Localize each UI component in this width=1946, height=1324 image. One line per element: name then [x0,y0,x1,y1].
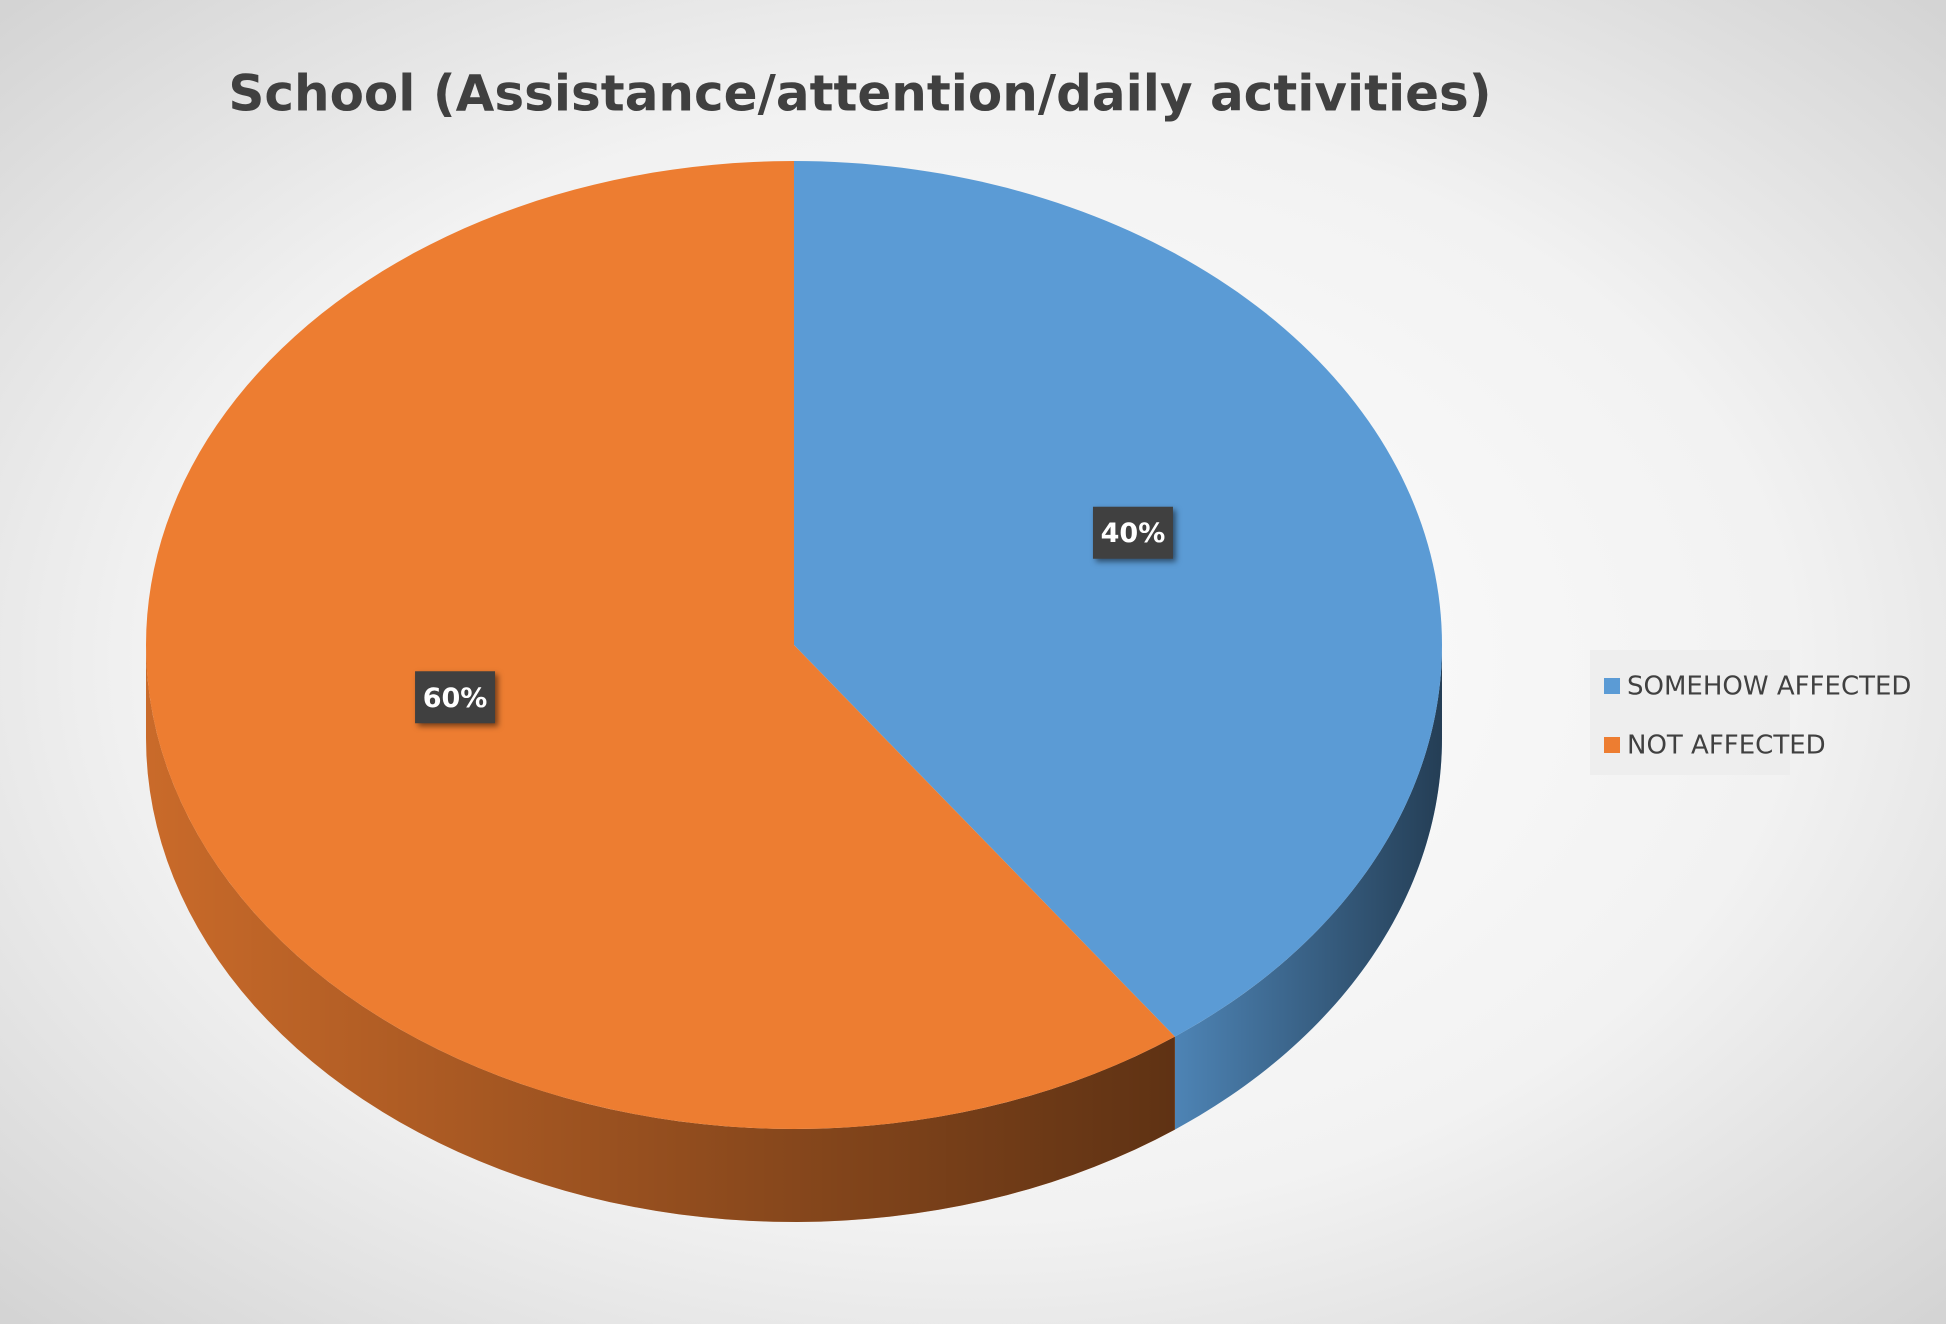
chart-title: School (Assistance/attention/daily activ… [228,65,1491,123]
pie-side-shade [146,645,1175,1222]
data-label-box [1092,506,1173,559]
pie-side-shade [1174,645,1442,1130]
data-label-box [415,671,496,724]
legend-box [1590,650,1790,775]
legend-label: SOMEHOW AFFECTED [1627,672,1911,702]
data-label: 40% [1101,518,1166,549]
data-label: 60% [423,683,488,714]
legend-label: NOT AFFECTED [1627,731,1826,761]
legend-swatch [1604,678,1620,694]
pie-slice [146,161,1175,1129]
legend-swatch [1604,737,1620,753]
pie-slice [794,161,1442,1037]
